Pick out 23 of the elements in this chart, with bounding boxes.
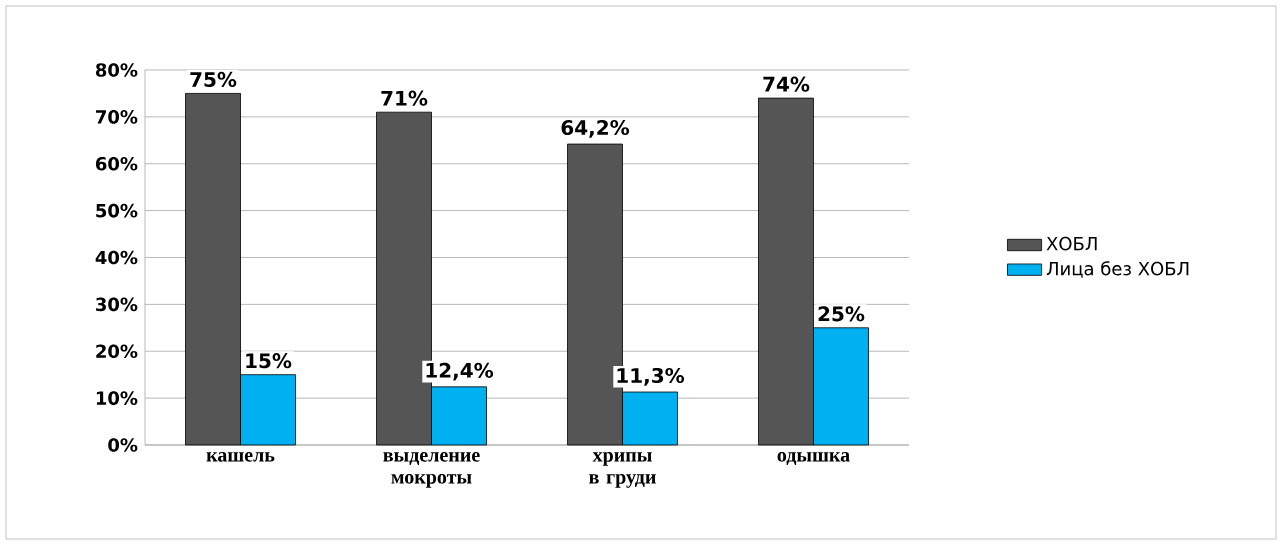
data-label: 75% [190,71,237,88]
y-tick-label: 70% [96,110,138,124]
data-label: 12,4% [426,362,494,381]
y-tick-label: 60% [95,156,138,171]
x-tick-label: выделение мокроты [383,452,480,488]
x-tick-label: кашель [206,452,275,462]
data-label: 71% [381,90,428,106]
data-label: 15% [246,353,292,369]
data-label: 11,3% [617,367,685,386]
y-tick-label: 10% [96,391,138,405]
data-label: 74% [763,76,810,92]
legend-label: Лица без ХОБЛ [1046,261,1189,278]
legend-label: ХОБЛ [1046,236,1097,251]
y-tick-label: 40% [95,250,138,265]
y-tick-label: 0% [108,438,138,452]
y-tick-label: 80% [95,63,138,77]
y-tick-label: 20% [96,344,138,359]
y-tick-label: 50% [96,203,138,218]
x-tick-label: одышка [777,452,850,465]
data-label: 25% [818,306,865,322]
x-tick-label: хрипы в груди [589,452,656,488]
y-tick-label: 30% [96,297,138,312]
data-label: 64,2% [561,119,630,138]
